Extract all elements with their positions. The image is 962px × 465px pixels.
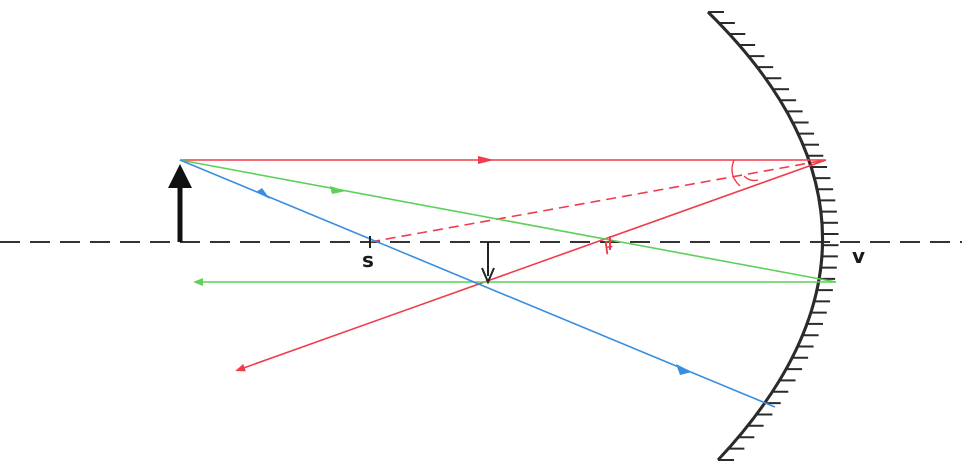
ray-blue-arrow-1 — [256, 188, 270, 199]
ray-red-normal-dashed — [369, 159, 827, 243]
object-arrow-head — [168, 164, 192, 188]
angle-mark-2 — [743, 175, 759, 182]
ray-green-arrow — [330, 186, 346, 194]
ray-blue — [179, 159, 776, 408]
ray-red-arrow — [478, 156, 494, 164]
concave-mirror — [706, 10, 824, 462]
image-arrow-head — [481, 267, 495, 285]
center-of-curvature-label: s — [362, 248, 374, 272]
ray-green-incident — [179, 159, 837, 283]
ray-blue-arrow-2 — [676, 364, 692, 375]
angle-mark-1 — [731, 159, 741, 187]
vertex-label: v — [852, 244, 866, 268]
ray-red-reflected — [235, 159, 827, 372]
mirror-hatching — [708, 11, 839, 461]
